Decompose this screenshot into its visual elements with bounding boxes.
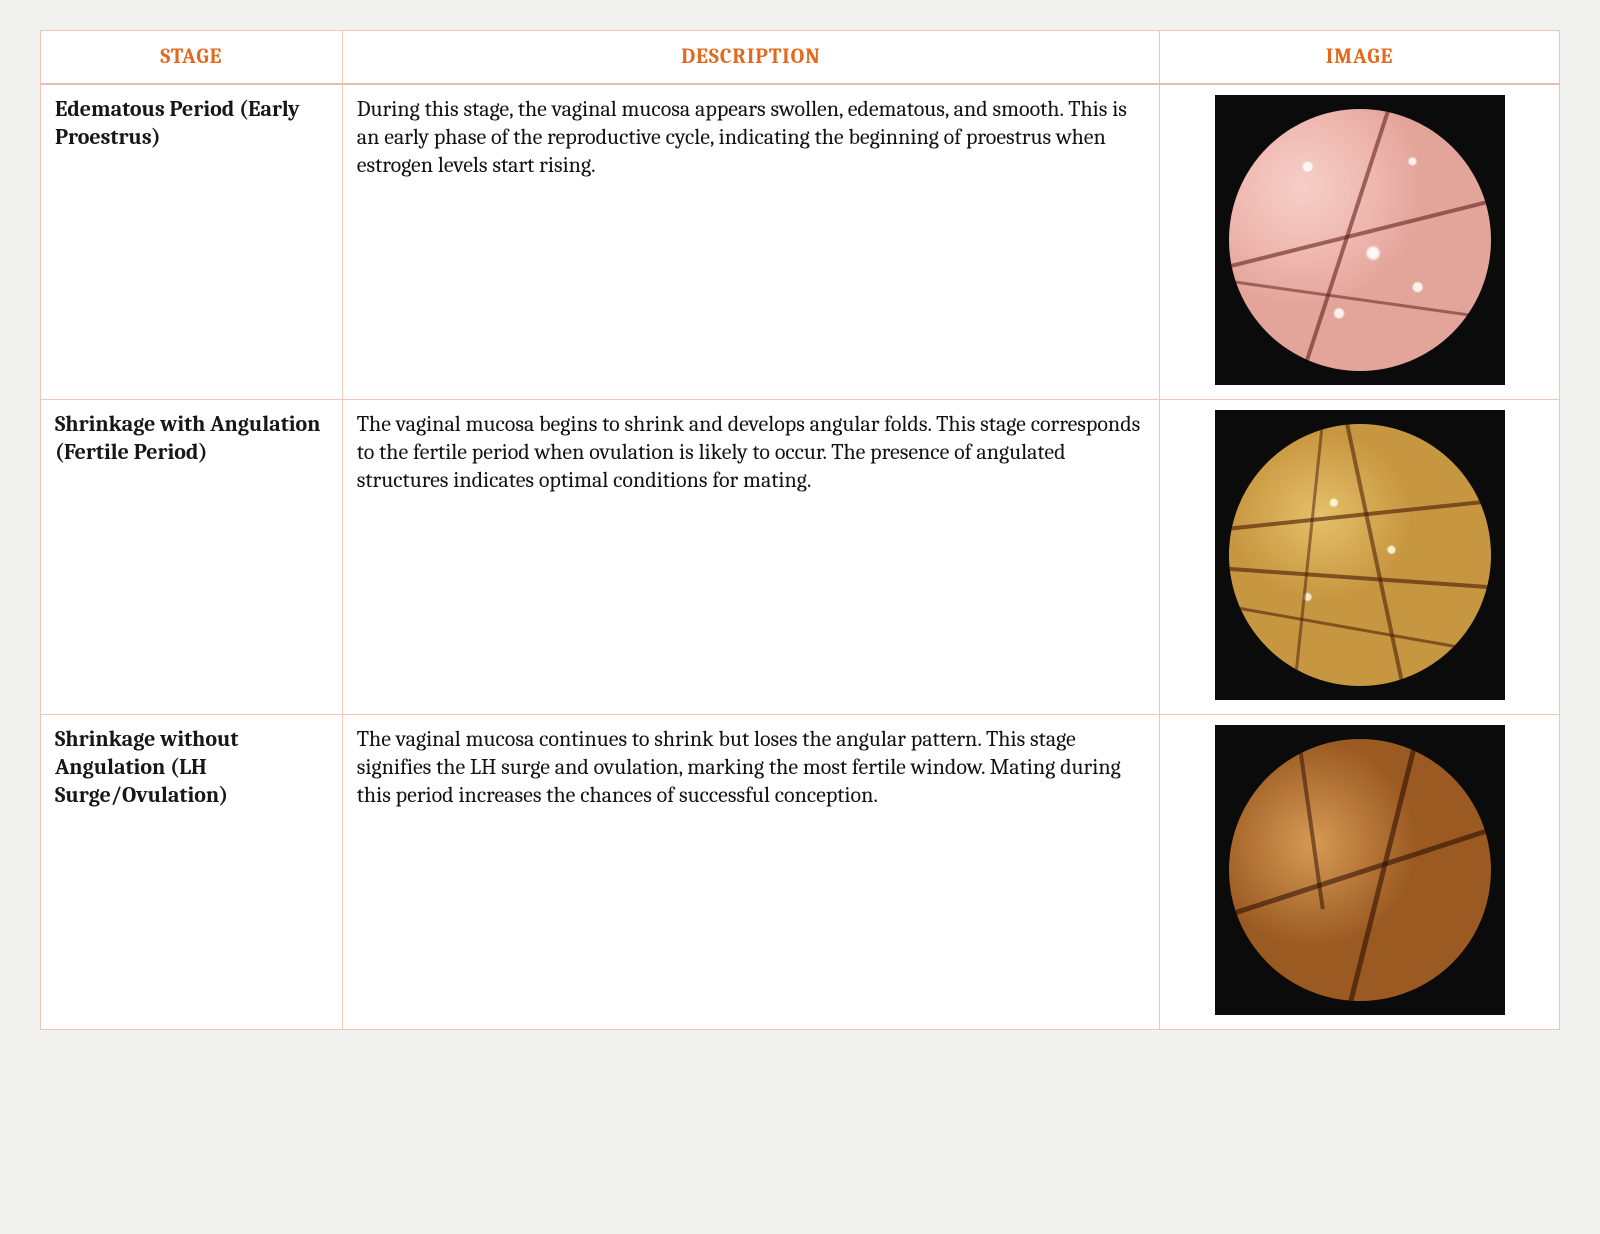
- stage-name: Shrinkage with Angulation (Fertile Perio…: [41, 400, 343, 715]
- table-row: Shrinkage without Angulation (LH Surge/O…: [41, 715, 1560, 1030]
- table-header-row: STAGE DESCRIPTION IMAGE: [41, 31, 1560, 85]
- stage-image-cell: [1160, 715, 1560, 1030]
- endoscopic-view: [1229, 739, 1491, 1001]
- column-header-image: IMAGE: [1160, 31, 1560, 85]
- stage-image-cell: [1160, 84, 1560, 400]
- page-container: STAGE DESCRIPTION IMAGE Edematous Period…: [0, 0, 1600, 1070]
- endoscopic-view: [1229, 109, 1491, 371]
- stage-description: The vaginal mucosa begins to shrink and …: [342, 400, 1159, 715]
- table-header: STAGE DESCRIPTION IMAGE: [41, 31, 1560, 85]
- stage-name: Edematous Period (Early Proestrus): [41, 84, 343, 400]
- stages-table: STAGE DESCRIPTION IMAGE Edematous Period…: [40, 30, 1560, 1030]
- column-header-description: DESCRIPTION: [342, 31, 1159, 85]
- stage-description: The vaginal mucosa continues to shrink b…: [342, 715, 1159, 1030]
- column-header-stage: STAGE: [41, 31, 343, 85]
- endoscopic-image-fertile-period: [1215, 410, 1505, 700]
- endoscopic-view: [1229, 424, 1491, 686]
- stage-description: During this stage, the vaginal mucosa ap…: [342, 84, 1159, 400]
- table-row: Shrinkage with Angulation (Fertile Perio…: [41, 400, 1560, 715]
- endoscopic-image-early-proestrus: [1215, 95, 1505, 385]
- table-row: Edematous Period (Early Proestrus) Durin…: [41, 84, 1560, 400]
- stage-name: Shrinkage without Angulation (LH Surge/O…: [41, 715, 343, 1030]
- endoscopic-image-lh-surge: [1215, 725, 1505, 1015]
- stage-image-cell: [1160, 400, 1560, 715]
